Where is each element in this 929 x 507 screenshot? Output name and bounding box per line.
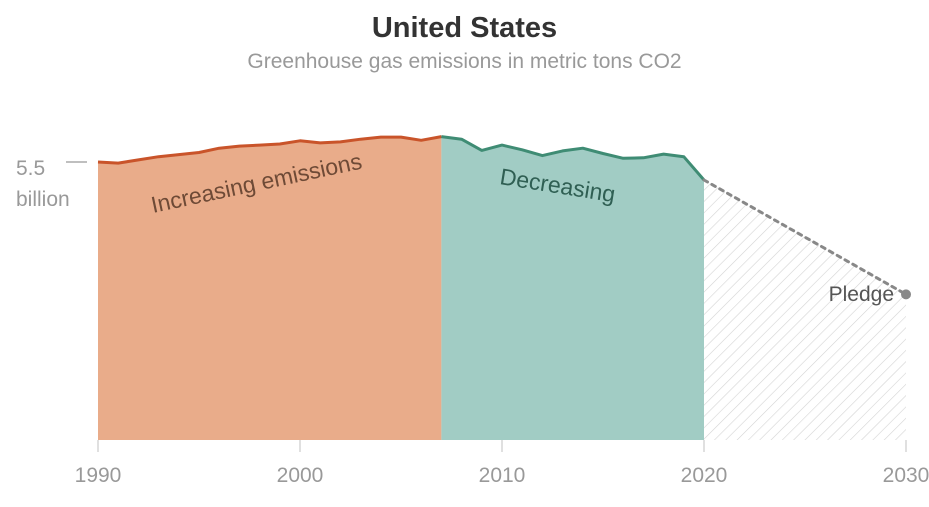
x-tick-label-1990: 1990 [75,464,122,487]
pledge-dotted-line [702,178,908,296]
y-tick-label-unit: billion [16,188,70,211]
series-line-0 [97,135,442,165]
region-area-0 [98,136,442,440]
series-line-1 [441,135,706,181]
pledge-endpoint [901,289,911,300]
y-tick-label-value: 5.5 [16,157,45,180]
region-area-1 [441,136,704,440]
pledge-label: Pledge [829,283,894,306]
chart-subtitle: Greenhouse gas emissions in metric tons … [247,50,682,73]
x-tick-label-2010: 2010 [479,464,526,487]
x-tick-label-2000: 2000 [277,464,324,487]
chart-title: United States [371,12,558,44]
x-tick-label-2030: 2030 [883,464,929,487]
x-tick-label-2020: 2020 [681,464,728,487]
pledge-hatched-area [704,180,906,440]
